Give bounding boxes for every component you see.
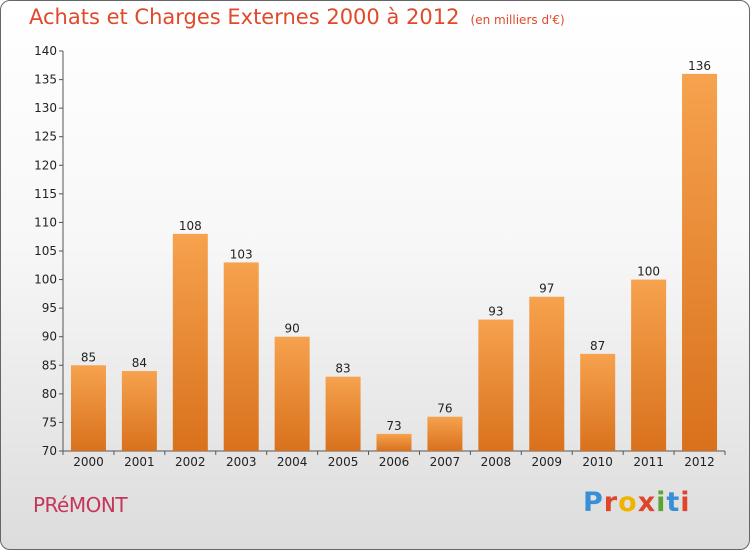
x-tick-label: 2002 (175, 455, 206, 469)
bar (274, 336, 310, 451)
bar-value-label: 85 (81, 350, 96, 364)
x-tick-label: 2003 (226, 455, 257, 469)
chart-title: Achats et Charges Externes 2000 à 2012 (… (29, 5, 565, 29)
x-tick-label: 2010 (582, 455, 613, 469)
bar-value-label: 97 (539, 282, 554, 296)
proxiti-logo: Proxiti (583, 487, 691, 518)
bar (325, 376, 361, 451)
bar (682, 73, 718, 451)
x-tick-label: 2006 (379, 455, 410, 469)
bar-value-label: 103 (230, 247, 253, 261)
bar (478, 319, 514, 451)
bar-value-label: 73 (386, 419, 401, 433)
y-tick-label: 130 (34, 101, 57, 115)
logo-letter: i (656, 487, 667, 518)
y-tick-label: 70 (42, 444, 57, 458)
bar-value-label: 136 (688, 59, 711, 73)
y-tick-label: 85 (42, 358, 57, 372)
bar-value-label: 83 (335, 362, 350, 376)
y-tick-label: 75 (42, 415, 57, 429)
bar-value-label: 87 (590, 339, 605, 353)
x-tick-label: 2007 (430, 455, 461, 469)
y-tick-label: 135 (34, 73, 57, 87)
bar-value-label: 90 (285, 322, 300, 336)
x-tick-label: 2001 (124, 455, 155, 469)
y-tick-label: 140 (34, 44, 57, 58)
bar (376, 433, 412, 451)
bar (172, 233, 208, 451)
bar (580, 353, 616, 451)
y-tick-label: 120 (34, 158, 57, 172)
logo-letter: t (666, 487, 681, 518)
bar (631, 279, 667, 451)
x-tick-label: 2012 (684, 455, 715, 469)
x-tick-label: 2011 (633, 455, 664, 469)
bar (121, 371, 157, 451)
bar-value-label: 108 (179, 219, 202, 233)
logo-letter: o (618, 487, 638, 518)
bar-value-label: 76 (437, 402, 452, 416)
bar-value-label: 93 (488, 305, 503, 319)
x-tick-label: 2004 (277, 455, 308, 469)
y-tick-label: 95 (42, 301, 57, 315)
y-tick-label: 125 (34, 130, 57, 144)
chart-title-text: Achats et Charges Externes 2000 à 2012 (29, 5, 460, 29)
logo-letter: i (680, 487, 691, 518)
y-tick-label: 90 (42, 330, 57, 344)
x-tick-label: 2005 (328, 455, 359, 469)
bar-value-label: 84 (132, 356, 147, 370)
bar (529, 296, 565, 451)
y-tick-label: 110 (34, 215, 57, 229)
x-tick-label: 2008 (481, 455, 512, 469)
y-tick-label: 80 (42, 387, 57, 401)
logo-letter: P (583, 487, 604, 518)
bar (223, 262, 259, 451)
y-tick-label: 100 (34, 273, 57, 287)
chart-unit-note: (en milliers d'€) (470, 13, 565, 27)
logo-letter: r (603, 487, 619, 518)
bar (70, 365, 106, 451)
bar-value-label: 100 (637, 265, 660, 279)
bar (427, 416, 463, 451)
x-tick-label: 2009 (531, 455, 562, 469)
logo-letter: x (637, 487, 657, 518)
y-tick-label: 115 (34, 187, 57, 201)
x-tick-label: 2000 (73, 455, 104, 469)
town-name: PRéMONT (33, 493, 128, 517)
y-tick-label: 105 (34, 244, 57, 258)
